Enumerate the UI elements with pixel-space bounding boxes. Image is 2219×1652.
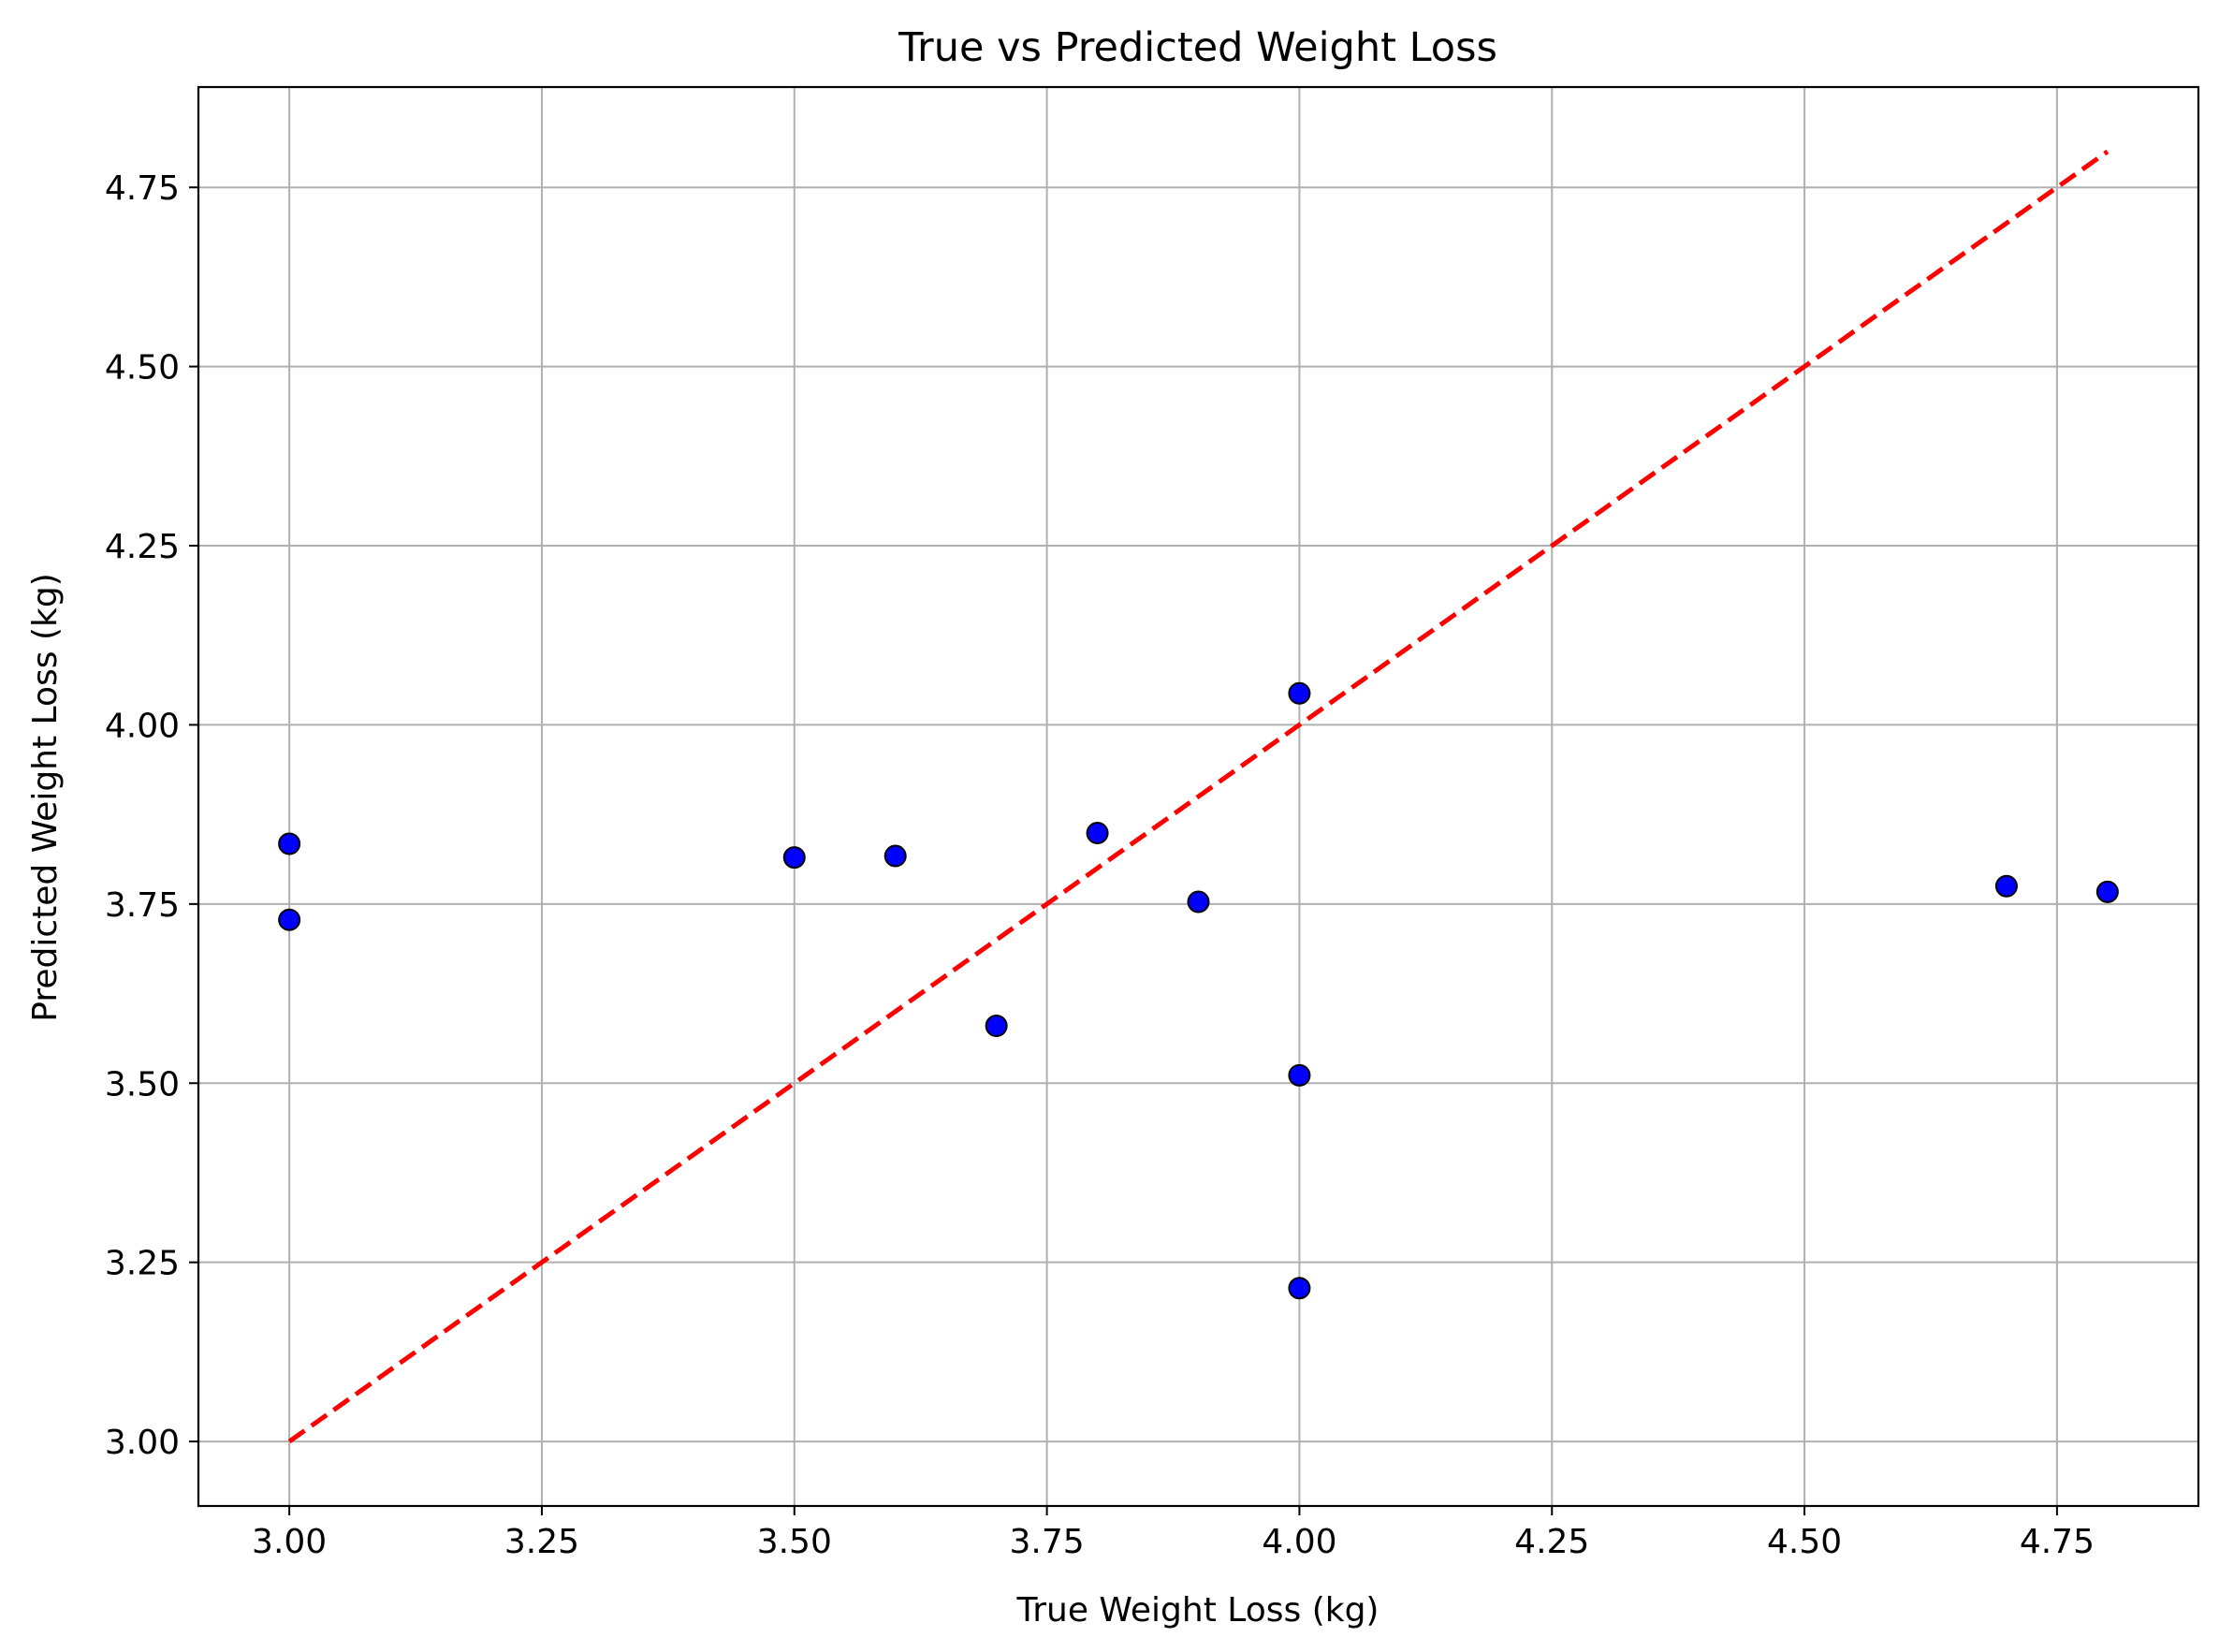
x-axis-label: True Weight Loss (kg) (1016, 1591, 1380, 1630)
data-point-2 (782, 846, 806, 870)
data-point-3 (883, 844, 907, 868)
y-tick-label-7: 4.75 (105, 169, 180, 208)
y-tick-label-6: 4.50 (105, 349, 180, 387)
x-tick-label-3: 3.75 (1010, 1523, 1085, 1561)
x-tick-label-0: 3.00 (252, 1523, 327, 1561)
data-point-4 (985, 1015, 1008, 1038)
x-tick-label-4: 4.00 (1262, 1523, 1336, 1561)
grid (198, 87, 2198, 1506)
data-point-6 (1187, 890, 1210, 914)
data-point-11 (2095, 880, 2119, 903)
data-point-5 (1086, 822, 1109, 845)
y-tick-label-5: 4.25 (105, 528, 180, 566)
scatter-points (278, 681, 2119, 1300)
data-point-1 (278, 908, 301, 931)
chart-title: True vs Predicted Weight Loss (898, 24, 1497, 71)
data-point-9 (1288, 1277, 1311, 1300)
y-tick-label-3: 3.75 (105, 886, 180, 925)
reference-line (287, 149, 2110, 1444)
data-point-0 (278, 832, 301, 855)
data-point-7 (1288, 681, 1311, 705)
data-point-10 (1994, 874, 2018, 898)
plot-frame (197, 85, 2200, 1508)
x-tick-label-2: 3.50 (757, 1523, 832, 1561)
y-tick-label-1: 3.25 (105, 1245, 180, 1283)
x-tick-label-5: 4.25 (1514, 1523, 1589, 1561)
data-point-8 (1288, 1063, 1311, 1087)
y-axis-label: Predicted Weight Loss (kg) (26, 573, 65, 1022)
y-tick-label-0: 3.00 (105, 1424, 180, 1462)
x-tick-label-7: 4.75 (2020, 1523, 2095, 1561)
x-axis-ticks: 3.00 3.25 3.50 3.75 4.00 4.25 4.50 4.75 (252, 1506, 2095, 1561)
x-tick-label-1: 3.25 (504, 1523, 579, 1561)
reference-line-layer (287, 149, 2110, 1444)
x-tick-label-6: 4.50 (1767, 1523, 1842, 1561)
y-tick-label-4: 4.00 (105, 707, 180, 745)
y-axis-ticks: 3.00 3.25 3.50 3.75 4.00 4.25 4.50 4.75 (105, 169, 198, 1462)
y-tick-label-2: 3.50 (105, 1065, 180, 1104)
